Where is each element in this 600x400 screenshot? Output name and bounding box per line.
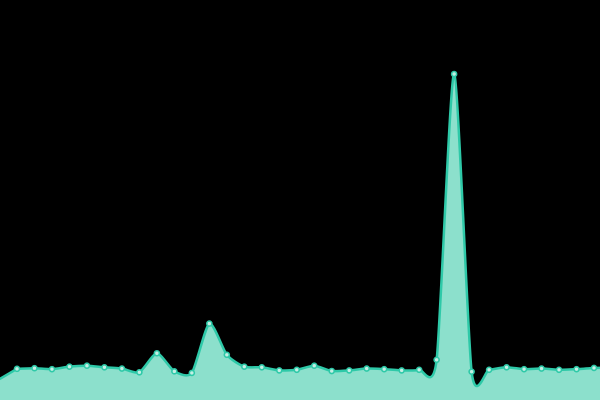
data-point-32 (573, 365, 580, 373)
data-point-29 (520, 365, 528, 373)
area-fill-region (0, 73, 600, 400)
data-point-25 (450, 70, 458, 78)
data-point-28 (503, 363, 510, 371)
data-point-markers (13, 70, 598, 377)
data-point-12 (223, 351, 231, 359)
data-point-16 (293, 366, 301, 374)
data-point-27 (485, 366, 493, 374)
data-point-33 (590, 364, 598, 372)
data-point-4 (83, 362, 91, 370)
data-point-21 (380, 365, 388, 373)
area-line-path (0, 72, 600, 388)
data-point-9 (171, 368, 178, 375)
data-point-26 (468, 368, 475, 375)
data-point-13 (241, 363, 248, 370)
data-point-22 (398, 367, 405, 374)
data-point-0 (13, 365, 21, 373)
data-point-6 (118, 365, 126, 372)
data-point-5 (101, 363, 108, 371)
data-point-17 (310, 362, 318, 370)
data-point-3 (66, 363, 73, 370)
data-point-30 (538, 365, 545, 372)
data-point-2 (48, 365, 56, 373)
data-point-23 (415, 366, 423, 374)
data-point-1 (31, 364, 38, 372)
data-point-18 (328, 367, 336, 375)
data-point-14 (258, 363, 266, 371)
data-point-10 (188, 369, 196, 377)
data-point-31 (555, 366, 563, 374)
data-point-20 (363, 365, 371, 372)
data-point-8 (153, 349, 161, 357)
data-point-24 (433, 356, 440, 364)
data-point-15 (275, 367, 283, 374)
data-point-11 (206, 320, 213, 327)
data-point-7 (136, 368, 143, 376)
data-point-19 (345, 367, 353, 374)
